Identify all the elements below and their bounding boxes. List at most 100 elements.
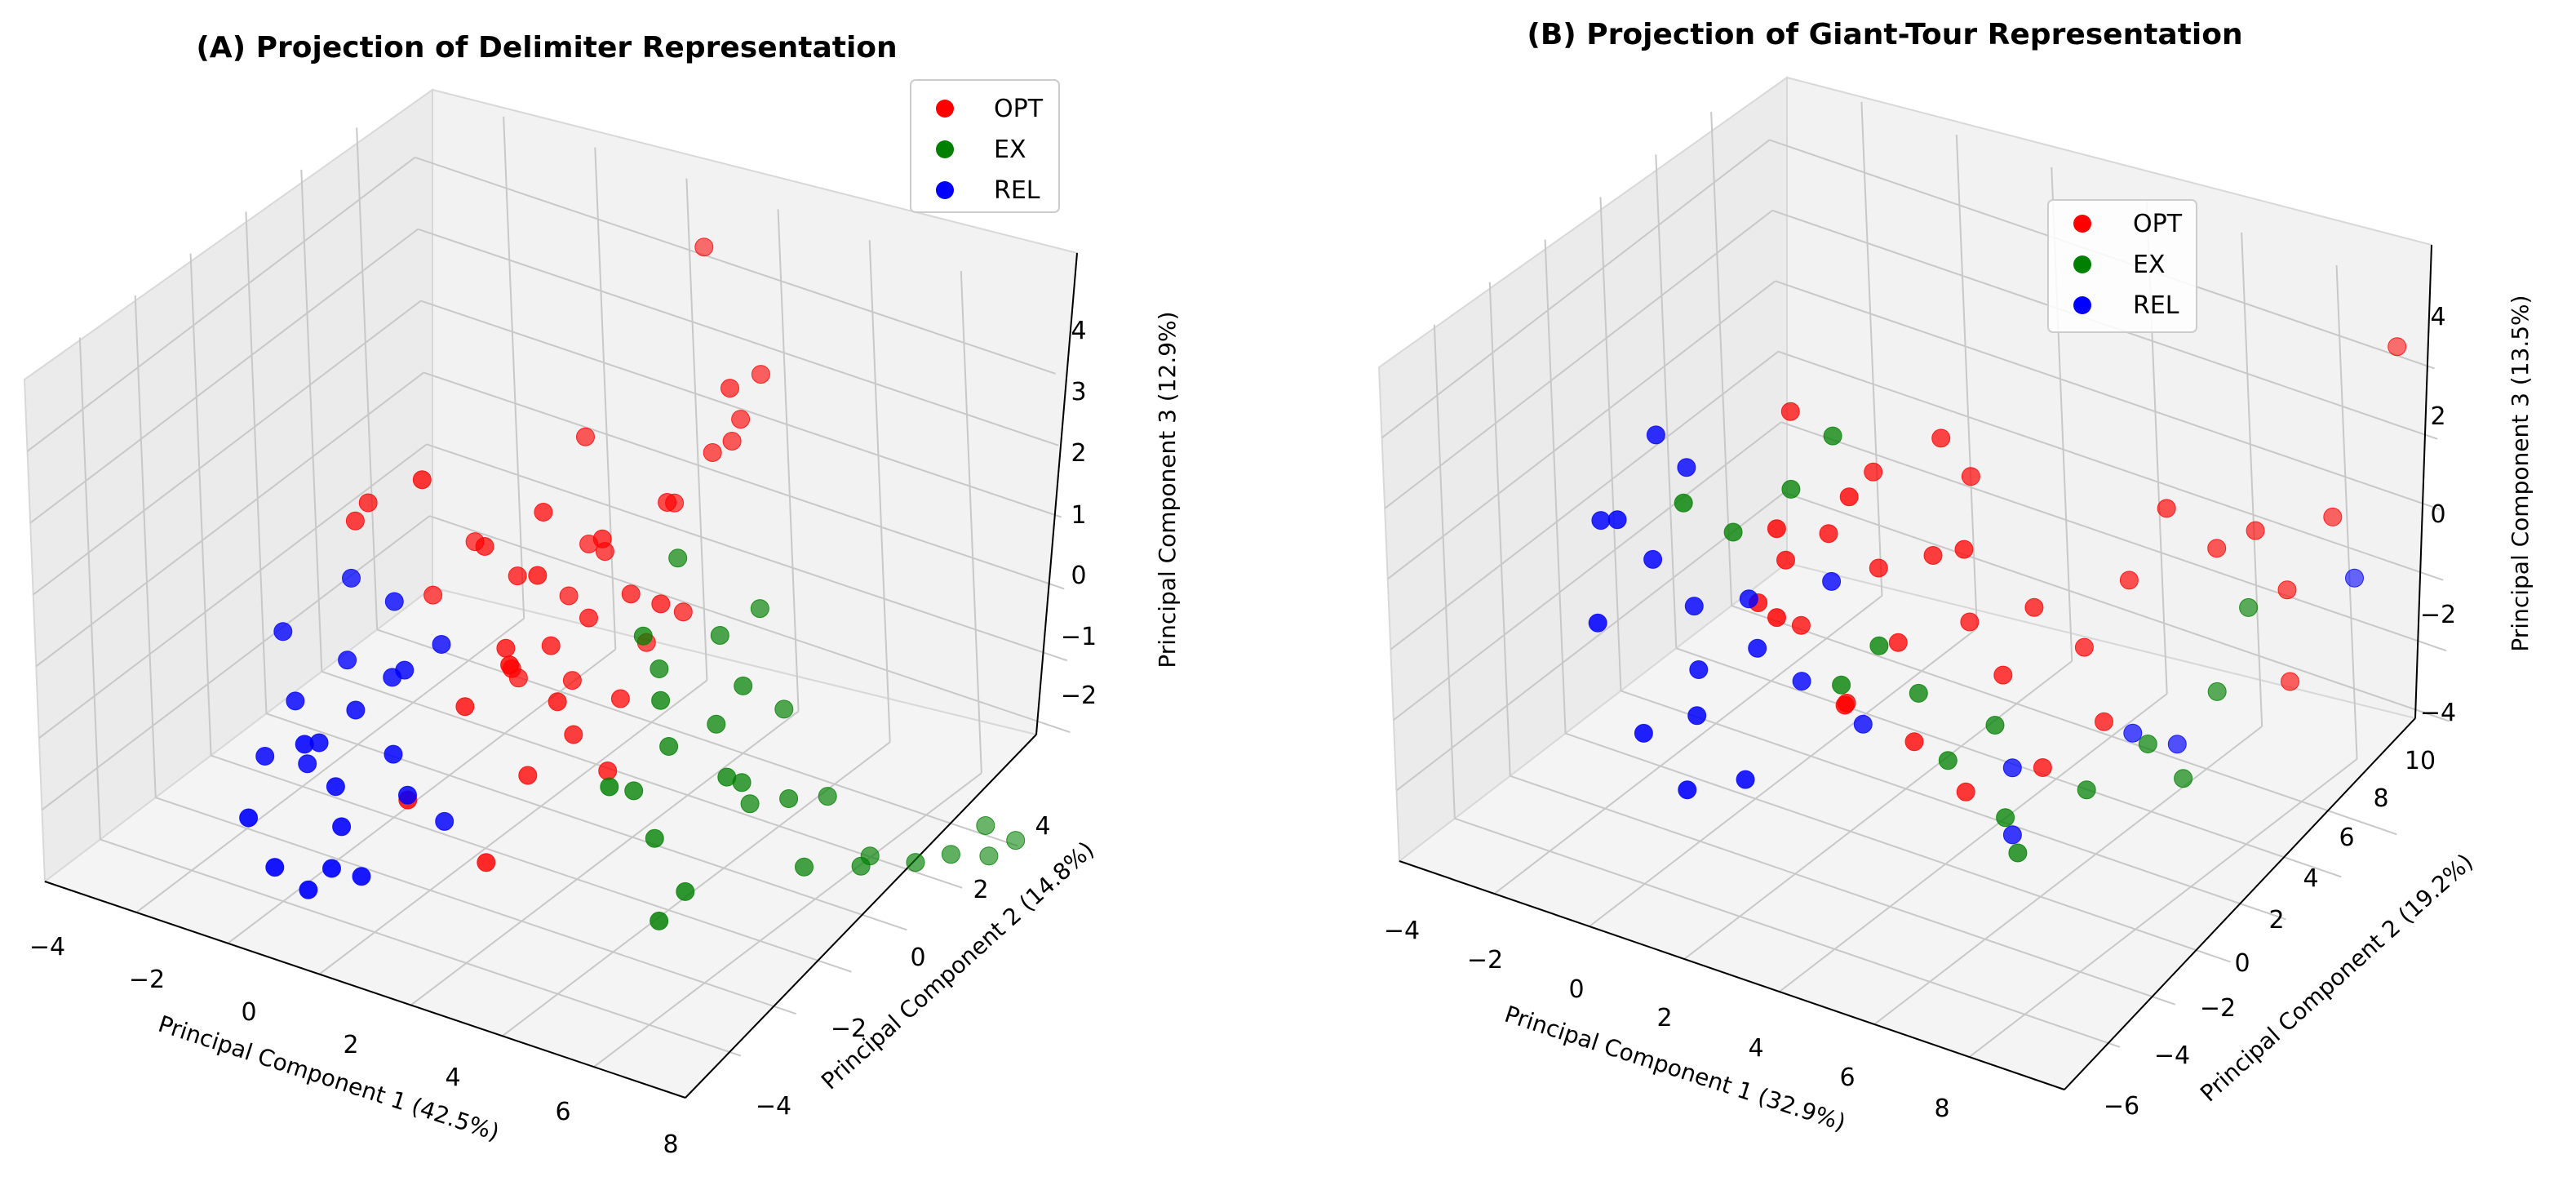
point-opt [1869,558,1888,578]
panel-b-gridline [1968,758,2358,1058]
panel-b-xtick: 0 [1568,975,1584,1004]
panel-b-gridline [1393,421,1782,721]
point-ex [710,626,729,645]
panel-b-gridline [1780,421,2447,652]
panel-a-z-axis-label: Principal Component 3 (12.9%) [1154,311,1181,668]
point-ex [668,548,688,568]
point-rel [322,859,341,878]
panel-a: (A) Projection of Delimiter Representati… [23,31,1181,1159]
point-rel [2002,758,2022,778]
panel-a-gridline [594,147,617,650]
point-ex [851,856,871,876]
panel-a-gridline [593,772,982,1068]
point-opt [1904,732,1924,752]
point-rel [1739,589,1758,609]
point-rel [1684,597,1704,616]
point-rel [2167,735,2187,754]
point-ex [818,787,837,806]
point-ex [774,699,794,719]
point-ex [600,777,619,797]
point-opt [1993,665,2013,685]
point-ex [651,690,671,710]
panel-a-xtick: 8 [663,1130,678,1159]
point-ex [1985,716,2005,735]
point-ex [1996,808,2015,828]
panel-a-gridline [300,169,323,672]
panel-b-gridline [1599,197,1622,691]
panel-b-gridline [1683,660,2073,960]
point-opt [358,493,378,513]
point-opt [722,432,742,451]
panel-b-ytick: −6 [2104,1092,2139,1121]
legend-marker-opt [2073,215,2091,233]
panel-b-x-axis-line [1399,860,2065,1090]
point-ex [1832,675,1851,695]
point-rel [1646,425,1665,445]
point-opt [610,689,630,708]
panel-a-gridline [356,127,379,630]
panel-b-z-ticks: −4 −2 0 2 4 [2420,303,2456,727]
point-opt [1888,633,1908,652]
panel-b-gridline [1873,726,2263,1025]
panel-b-ytick: 0 [2234,949,2250,978]
panel-a-gridline [423,371,1065,590]
point-rel [346,700,366,720]
panel-a-gridline [321,670,963,889]
point-rel [273,622,293,642]
panel-b-gridline [1387,280,1776,580]
point-opt [562,671,582,690]
panel-a-ytick: −4 [756,1092,791,1121]
legend-marker-rel [2073,296,2091,314]
panel-a-xtick: −4 [29,933,65,961]
panel-a-gridline [135,618,525,913]
point-opt [1956,782,1975,801]
point-rel [1591,511,1611,531]
panel-a-ztick: −1 [1061,623,1097,651]
point-rel [286,691,305,711]
panel-b-gridline [1731,605,2397,836]
panel-b-xtick: 8 [1934,1095,1949,1123]
panel-b-gridline [1589,628,1978,927]
point-opt [703,443,722,462]
panel-b-gridline [1565,732,2231,963]
point-rel [1643,549,1663,569]
point-ex [676,881,695,901]
point-opt [1839,487,1859,507]
legend-marker-rel [936,181,954,199]
panel-a-ztick: −2 [1061,682,1097,710]
panel-b-xtick: −2 [1467,946,1503,975]
panel-b-legend-label: EX [2133,251,2166,279]
point-ex [2174,769,2193,788]
point-rel [298,754,317,774]
panel-b-ytick: −2 [2200,994,2236,1023]
point-ex [734,676,753,695]
panel-a-gridline [429,515,1071,734]
panel-a-y-axis-line [685,734,1037,1099]
point-ex [2008,843,2028,863]
panel-a-z-axis-line [1035,252,1078,735]
panel-a-gridline [417,228,1059,446]
panel-a-ytick: 4 [1035,812,1050,841]
panel-b-gridline [1510,775,2176,1006]
panel-b-gridline [1777,350,2444,581]
point-rel [299,880,318,899]
panel-b-points [1588,337,2407,863]
point-ex [2239,597,2259,617]
point-opt [576,427,595,446]
panel-a-gridline [503,116,525,619]
point-opt [1819,524,1838,544]
panel-a-points [239,238,1026,930]
panel-b-title: (B) Projection of Giant-Tour Representat… [1527,18,2242,51]
point-ex [633,626,653,646]
point-opt [1767,519,1786,539]
panel-a-xtick: 2 [343,1031,358,1059]
point-rel [332,817,352,837]
panel-a-ztick: 3 [1071,378,1086,406]
panel-b: (B) Projection of Giant-Tour Representat… [1377,18,2534,1136]
point-opt [579,608,598,628]
panel-b-legend-label: REL [2133,291,2179,320]
panel-a-z-ticks: −2 −1 0 1 2 3 4 [1061,317,1097,710]
panel-a-y-ticks: −4 −2 0 2 4 [756,812,1051,1121]
panel-b-gridline [1454,817,2121,1048]
panel-b-gridlines [1381,101,2450,1058]
